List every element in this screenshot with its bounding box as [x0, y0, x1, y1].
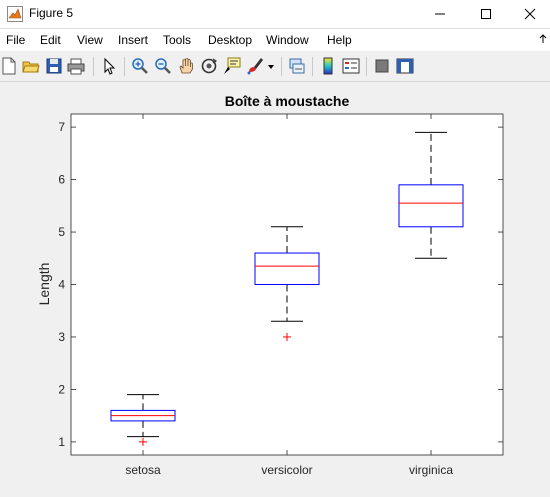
y-axis: 1 2 3 4 5 6 7 — [58, 120, 503, 449]
toolbar-separator — [124, 57, 125, 76]
zoom-in-icon[interactable] — [131, 57, 149, 75]
menu-desktop[interactable]: Desktop — [208, 33, 253, 47]
maximize-icon — [481, 9, 491, 19]
y-tick-label: 4 — [58, 278, 65, 292]
x-tick-label: setosa — [125, 463, 161, 477]
window-titlebar: Figure 5 — [0, 0, 550, 29]
hide-plot-tools-icon[interactable] — [373, 57, 391, 75]
minimize-icon — [435, 13, 445, 15]
new-figure-icon[interactable] — [0, 57, 18, 75]
toolbar-separator — [312, 57, 313, 76]
box-virginica — [398, 131, 464, 259]
menu-edit[interactable]: Edit — [40, 33, 61, 47]
y-tick-label: 6 — [58, 173, 65, 187]
x-tick-label: versicolor — [261, 463, 312, 477]
select-arrow-icon[interactable] — [100, 57, 118, 75]
brush-dropdown-icon[interactable] — [268, 65, 274, 69]
box-iqr — [398, 184, 464, 228]
menu-view[interactable]: View — [77, 33, 103, 47]
x-tick-label: virginica — [409, 463, 453, 477]
open-file-icon[interactable] — [22, 57, 40, 75]
y-axis-label: Length — [36, 263, 52, 306]
maximize-button[interactable] — [464, 0, 508, 28]
link-plot-icon[interactable] — [288, 57, 306, 75]
show-plot-tools-icon[interactable] — [396, 57, 414, 75]
dock-arrow-icon[interactable] — [538, 33, 548, 45]
menu-window[interactable]: Window — [266, 33, 309, 47]
boxplot-chart[interactable]: Boîte à moustache Length 1 2 3 4 5 6 7 setosa v… — [0, 82, 550, 492]
y-tick-label: 3 — [58, 330, 65, 344]
outlier-marker — [283, 332, 291, 341]
window-title: Figure 5 — [29, 6, 74, 20]
close-icon — [524, 8, 536, 20]
save-icon[interactable] — [45, 57, 63, 75]
box-versicolor — [254, 226, 320, 341]
insert-colorbar-icon[interactable] — [319, 57, 337, 75]
minimize-button[interactable] — [418, 0, 462, 28]
box-series — [110, 131, 464, 446]
menu-bar: File Edit View Insert Tools Desktop Wind… — [0, 29, 550, 51]
figure-toolbar — [0, 52, 550, 82]
toolbar-separator — [281, 57, 282, 76]
y-tick-label: 2 — [58, 382, 65, 396]
print-icon[interactable] — [67, 57, 85, 75]
x-axis: setosa versicolor virginica — [125, 114, 453, 477]
menu-insert[interactable]: Insert — [118, 33, 149, 47]
menu-tools[interactable]: Tools — [163, 33, 192, 47]
menu-file[interactable]: File — [6, 33, 26, 47]
zoom-out-icon[interactable] — [154, 57, 172, 75]
menu-help[interactable]: Help — [327, 33, 352, 47]
chart-title: Boîte à moustache — [225, 93, 350, 109]
box-iqr — [254, 252, 320, 285]
brush-icon[interactable] — [246, 57, 264, 75]
toolbar-separator — [366, 57, 367, 76]
box-setosa — [110, 394, 176, 446]
y-tick-label: 7 — [58, 120, 65, 134]
toolbar-separator — [93, 57, 94, 76]
close-button[interactable] — [508, 0, 550, 28]
rotate-3d-icon[interactable] — [200, 57, 218, 75]
figure-canvas: Boîte à moustache Length 1 2 3 4 5 6 7 setosa v… — [0, 82, 550, 492]
data-cursor-icon[interactable] — [223, 57, 241, 75]
pan-hand-icon[interactable] — [177, 57, 195, 75]
y-tick-label: 1 — [58, 435, 65, 449]
matlab-icon — [7, 6, 23, 22]
insert-legend-icon[interactable] — [342, 57, 360, 75]
y-tick-label: 5 — [58, 225, 65, 239]
outlier-marker — [139, 437, 147, 446]
